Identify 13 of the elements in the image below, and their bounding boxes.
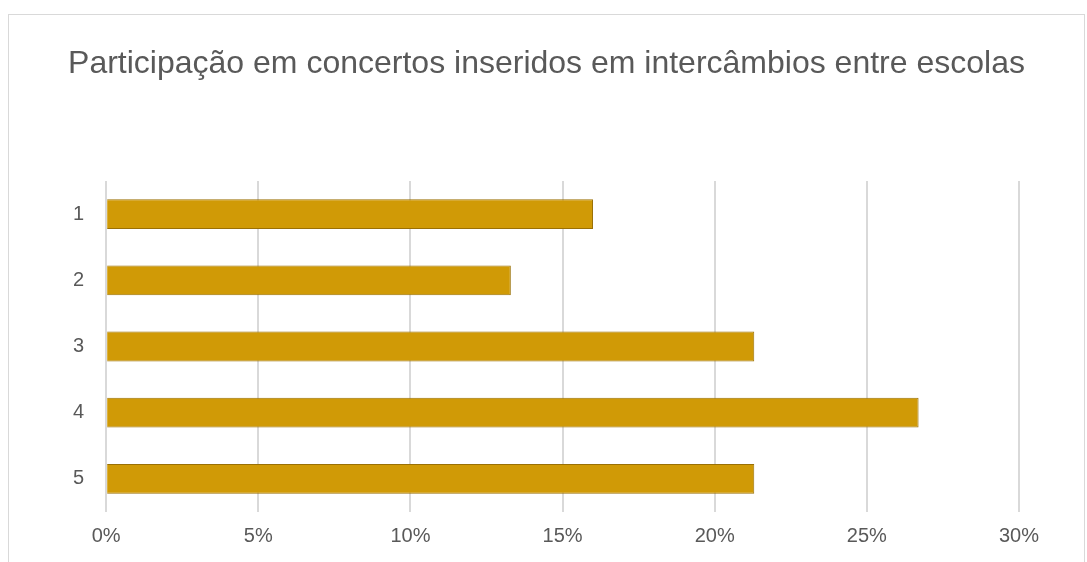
x-tick-label: 15% xyxy=(542,523,583,546)
x-tick-label: 0% xyxy=(91,523,121,546)
x-tick-label: 20% xyxy=(694,523,735,546)
y-tick-label: 3 xyxy=(73,334,85,357)
chart-title: Participação em concertos inseridos em intercâmbios entre escolas xyxy=(67,43,1026,82)
y-tick-label: 5 xyxy=(73,466,85,489)
y-tick-label: 4 xyxy=(73,400,85,423)
x-tick-label: 25% xyxy=(846,523,888,546)
x-tick-label: 30% xyxy=(998,523,1040,546)
y-tick-label: 2 xyxy=(73,267,85,290)
y-tick-label: 1 xyxy=(73,201,85,224)
x-tick-label: 10% xyxy=(390,523,431,546)
x-tick-label: 5% xyxy=(243,523,273,546)
